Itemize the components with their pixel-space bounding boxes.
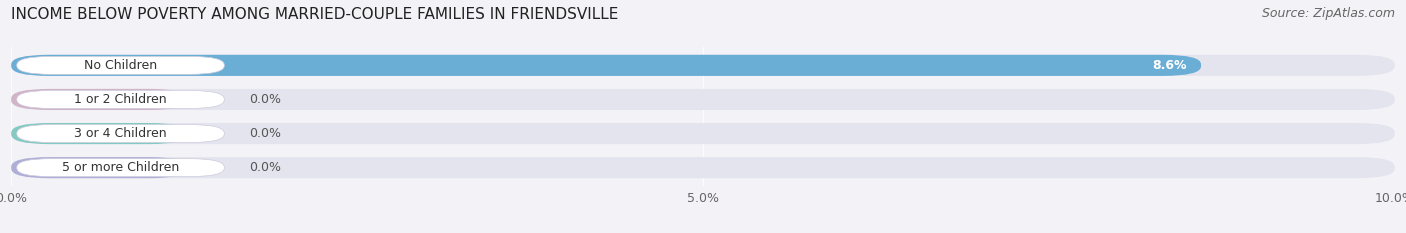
FancyBboxPatch shape: [17, 159, 225, 177]
Text: 3 or 4 Children: 3 or 4 Children: [75, 127, 167, 140]
Text: 1 or 2 Children: 1 or 2 Children: [75, 93, 167, 106]
FancyBboxPatch shape: [11, 55, 1201, 76]
FancyBboxPatch shape: [11, 157, 1395, 178]
FancyBboxPatch shape: [11, 89, 1395, 110]
Text: Source: ZipAtlas.com: Source: ZipAtlas.com: [1261, 7, 1395, 20]
Text: 5 or more Children: 5 or more Children: [62, 161, 179, 174]
FancyBboxPatch shape: [17, 125, 225, 143]
FancyBboxPatch shape: [11, 123, 1395, 144]
FancyBboxPatch shape: [11, 55, 1395, 76]
Text: INCOME BELOW POVERTY AMONG MARRIED-COUPLE FAMILIES IN FRIENDSVILLE: INCOME BELOW POVERTY AMONG MARRIED-COUPL…: [11, 7, 619, 22]
Text: 8.6%: 8.6%: [1153, 59, 1187, 72]
FancyBboxPatch shape: [17, 90, 225, 108]
Text: 0.0%: 0.0%: [249, 161, 281, 174]
Text: 0.0%: 0.0%: [249, 93, 281, 106]
FancyBboxPatch shape: [11, 123, 187, 144]
FancyBboxPatch shape: [17, 56, 225, 74]
Text: No Children: No Children: [84, 59, 157, 72]
Text: 0.0%: 0.0%: [249, 127, 281, 140]
FancyBboxPatch shape: [11, 89, 187, 110]
FancyBboxPatch shape: [11, 157, 187, 178]
